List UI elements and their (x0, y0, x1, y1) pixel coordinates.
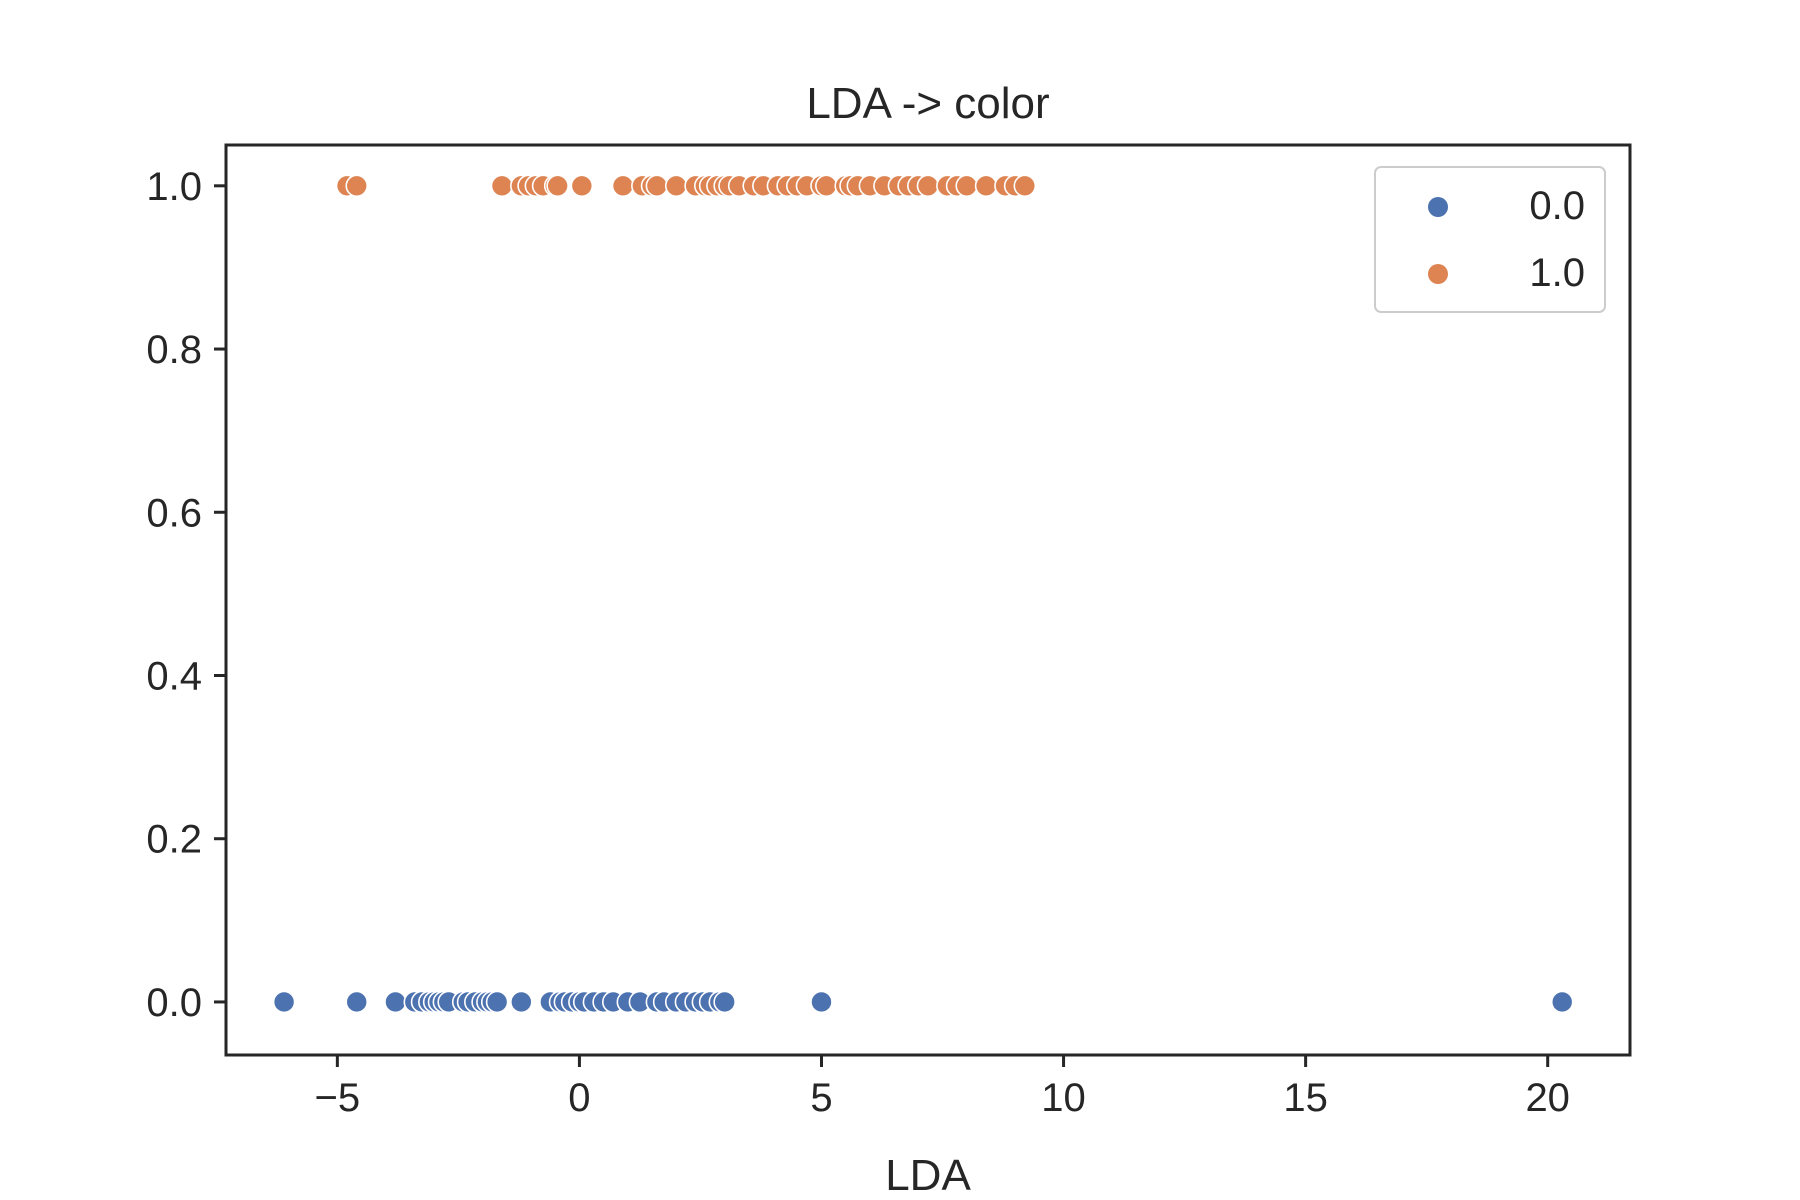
x-axis-label: LDA (885, 1151, 971, 1200)
data-point-series-0-17 (510, 990, 533, 1014)
y-tick-label-0: 0.0 (146, 981, 202, 1025)
x-tick-label-3: 10 (1041, 1076, 1086, 1120)
plot-frame (224, 143, 1632, 1057)
data-point-series-1-14 (664, 174, 688, 198)
data-point-series-0-37 (713, 990, 736, 1014)
data-point-series-1-45 (1013, 174, 1037, 198)
x-tick-label-1: 0 (568, 1076, 590, 1120)
x-tick-label-5: 20 (1525, 1076, 1570, 1120)
data-point-series-1-29 (815, 174, 838, 198)
data-point-series-0-2 (384, 990, 407, 1014)
x-tick-label-2: 5 (810, 1076, 832, 1120)
data-point-series-1-10 (611, 174, 635, 198)
y-tick-label-2: 0.4 (146, 654, 202, 698)
legend-marker-series-1 (1428, 264, 1448, 284)
y-tick-label-4: 0.8 (146, 328, 202, 372)
y-tick-label-3: 0.6 (146, 491, 202, 535)
data-point-series-1-9 (570, 174, 594, 198)
data-point-series-0-39 (1550, 990, 1574, 1014)
legend: 0.0 1.0 (1374, 166, 1606, 313)
x-tick-label-4: 15 (1283, 1076, 1328, 1120)
points-layer (272, 174, 1574, 1014)
data-point-series-1-13 (645, 174, 669, 198)
data-point-series-0-16 (485, 990, 509, 1014)
data-point-series-1-8 (546, 174, 569, 198)
chart-title: LDA -> color (806, 79, 1049, 128)
data-point-series-0-38 (810, 990, 833, 1014)
data-point-series-0-1 (345, 990, 369, 1014)
x-axis: −5 0 5 10 15 20 (315, 1055, 1570, 1120)
y-axis: 0.0 0.2 0.4 0.6 0.8 1.0 (146, 165, 226, 1025)
data-point-series-0-0 (272, 990, 296, 1014)
legend-marker-series-0 (1428, 197, 1448, 217)
x-tick-label-0: −5 (315, 1076, 361, 1120)
data-point-series-1-41 (955, 174, 979, 198)
y-tick-label-5: 1.0 (146, 165, 202, 209)
data-point-series-1-42 (974, 174, 998, 198)
data-point-series-1-2 (490, 174, 514, 198)
legend-label-series-1: 1.0 (1529, 251, 1585, 295)
legend-label-series-0: 0.0 (1529, 184, 1585, 228)
y-tick-label-1: 0.2 (146, 818, 202, 862)
data-point-series-1-1 (345, 174, 369, 198)
data-point-series-1-38 (916, 174, 940, 198)
